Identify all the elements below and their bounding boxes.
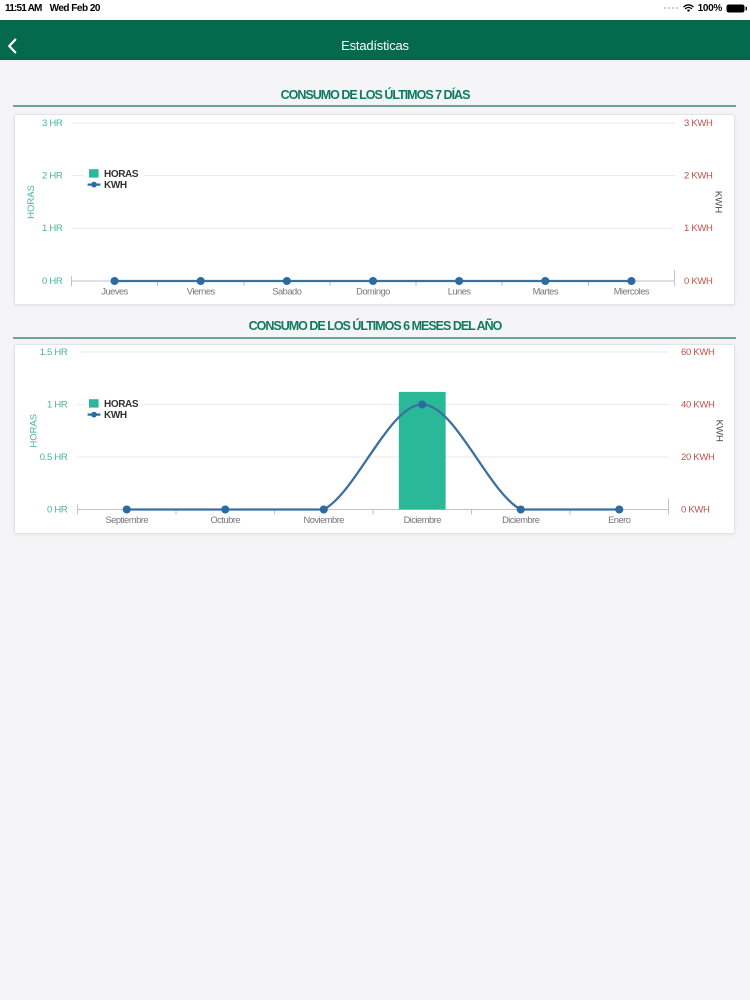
chart-6-months: 0 HR 0 KWH 0.5 HR 20 KWH 1 HR 40 KWH 1.5 HR 60 …: [29, 346, 725, 525]
section-title-6-months: CONSUMO DE LOS ÚLTIMOS 6 MESES DEL AÑO: [248, 319, 503, 333]
chart-7-days: 0 HR 0 KWH 1 HR 1 KWH 2 HR 2 KWH 3 HR 3 KWH Juev…: [26, 117, 724, 296]
section-rule-2: [13, 336, 736, 339]
wifi-icon: [682, 4, 694, 13]
status-time: 11:51 AM: [5, 2, 42, 14]
svg-text:HORAS: HORAS: [104, 399, 139, 410]
svg-text:Domingo: Domingo: [356, 286, 390, 296]
svg-text:0 HR: 0 HR: [47, 504, 68, 515]
svg-text:KWH: KWH: [104, 180, 127, 191]
svg-text:3 KWH: 3 KWH: [684, 117, 713, 128]
svg-text:1 HR: 1 HR: [47, 399, 68, 410]
chart-card-7-days: 0 HR 0 KWH 1 HR 1 KWH 2 HR 2 KWH 3 HR 3 KWH Juev…: [14, 113, 735, 305]
svg-text:Lunes: Lunes: [448, 286, 472, 296]
battery-icon: [726, 4, 747, 13]
chart-card-6-months: 0 HR 0 KWH 0.5 HR 20 KWH 1 HR 40 KWH 1.5 HR 60 …: [14, 343, 735, 534]
svg-text:Jueves: Jueves: [101, 286, 128, 296]
status-left: 11:51 AM Wed Feb 20: [5, 2, 100, 14]
svg-text:2 HR: 2 HR: [42, 170, 63, 181]
svg-text:40 KWH: 40 KWH: [681, 399, 715, 410]
svg-text:2 KWH: 2 KWH: [684, 170, 713, 181]
svg-text:60 KWH: 60 KWH: [681, 346, 715, 357]
svg-text:Sabado: Sabado: [272, 286, 301, 296]
navigation-bar: Estadísticas: [0, 20, 750, 60]
svg-text:HORAS: HORAS: [26, 185, 37, 219]
svg-text:Noviembre: Noviembre: [304, 515, 345, 525]
section-title-7-days: CONSUMO DE LOS ÚLTIMOS 7 DÍAS: [280, 88, 471, 102]
svg-text:Octubre: Octubre: [210, 515, 240, 525]
svg-text:1 HR: 1 HR: [42, 223, 63, 234]
svg-text:1 KWH: 1 KWH: [684, 223, 713, 234]
svg-text:1.5 HR: 1.5 HR: [40, 346, 68, 357]
svg-text:Viernes: Viernes: [187, 286, 216, 296]
back-button[interactable]: [0, 20, 38, 60]
section-rule-1: [13, 104, 736, 107]
svg-text:HORAS: HORAS: [104, 169, 139, 180]
status-bar: 11:51 AM Wed Feb 20 100%: [0, 0, 750, 20]
svg-text:KWH: KWH: [713, 190, 724, 212]
svg-text:0.5 HR: 0.5 HR: [40, 451, 68, 462]
status-right: 100%: [663, 2, 747, 14]
svg-text:Diciembre: Diciembre: [502, 515, 540, 525]
svg-text:KWH: KWH: [714, 419, 725, 441]
svg-text:KWH: KWH: [104, 410, 127, 421]
svg-text:Septiembre: Septiembre: [105, 515, 148, 525]
cellular-signal-icon: [663, 7, 678, 9]
battery-percent: 100%: [697, 2, 723, 14]
svg-text:Diciembre: Diciembre: [404, 515, 442, 525]
svg-text:20 KWH: 20 KWH: [681, 451, 715, 462]
svg-text:Enero: Enero: [608, 515, 631, 525]
svg-text:3 HR: 3 HR: [42, 117, 63, 128]
svg-text:HORAS: HORAS: [29, 413, 40, 447]
status-date: Wed Feb 20: [49, 2, 101, 14]
svg-text:Miercoles: Miercoles: [614, 286, 650, 296]
svg-text:0 KWH: 0 KWH: [681, 504, 710, 515]
page-title: Estadísticas: [341, 38, 409, 53]
chevron-left-icon: [7, 38, 17, 54]
svg-text:Martes: Martes: [533, 286, 559, 296]
svg-text:0 KWH: 0 KWH: [684, 275, 713, 286]
svg-text:0 HR: 0 HR: [42, 275, 63, 286]
